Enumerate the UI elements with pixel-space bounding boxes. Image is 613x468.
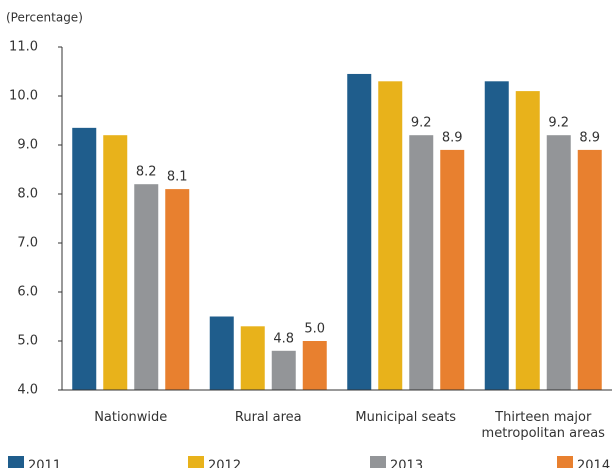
data-label: 5.0 <box>304 322 325 337</box>
data-label: 4.8 <box>273 331 294 346</box>
data-label: 8.9 <box>442 130 463 145</box>
bar <box>577 149 602 390</box>
x-tick-label: Municipal seats <box>355 410 457 425</box>
legend-label: 2014 <box>577 459 610 468</box>
bar <box>209 316 234 390</box>
bar <box>103 135 128 390</box>
legend-swatch <box>370 456 386 468</box>
data-label: 9.2 <box>548 116 569 131</box>
legend-swatch <box>188 456 204 468</box>
y-tick-label: 4.0 <box>17 383 38 398</box>
legend-label: 2013 <box>390 459 423 468</box>
bar <box>440 149 465 390</box>
x-tick-label: Nationwide <box>94 410 168 425</box>
bar <box>515 91 540 390</box>
data-label: 8.2 <box>136 165 157 180</box>
y-tick-label: 8.0 <box>17 187 38 202</box>
y-tick-label: 7.0 <box>17 236 38 251</box>
bar <box>302 341 327 390</box>
legend-label: 2012 <box>208 459 241 468</box>
y-tick-label: 9.0 <box>17 138 38 153</box>
legend-label: 2011 <box>28 459 61 468</box>
bar <box>271 350 296 390</box>
bar <box>546 135 571 390</box>
legend-swatch <box>8 456 24 468</box>
data-label: 8.9 <box>579 130 600 145</box>
bar <box>378 81 403 391</box>
x-tick-label: Rural area <box>234 410 302 425</box>
bar <box>72 127 97 390</box>
y-tick-label: 5.0 <box>17 334 38 349</box>
y-tick-label: 6.0 <box>17 285 38 300</box>
bar <box>347 73 372 390</box>
data-label: 8.1 <box>167 170 188 185</box>
bar <box>165 189 190 390</box>
y-tick-label: 10.0 <box>9 89 38 104</box>
y-axis-label: (Percentage) <box>6 11 83 25</box>
y-tick-label: 11.0 <box>9 40 38 55</box>
bar <box>134 184 159 390</box>
x-tick-label: Thirteen major metropolitan areas <box>481 410 605 441</box>
bar <box>484 81 509 391</box>
legend-swatch <box>557 456 573 468</box>
bar <box>409 135 434 390</box>
bar <box>240 326 265 390</box>
data-label: 9.2 <box>411 116 432 131</box>
